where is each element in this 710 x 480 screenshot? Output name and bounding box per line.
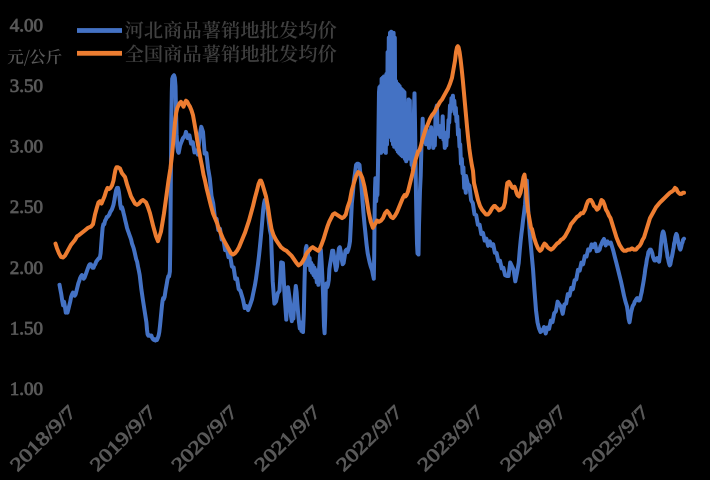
svg-text:4.00: 4.00 xyxy=(10,16,43,37)
svg-text:1.50: 1.50 xyxy=(10,318,43,339)
svg-text:2.50: 2.50 xyxy=(10,197,43,218)
svg-text:3.50: 3.50 xyxy=(10,76,43,97)
svg-text:3.00: 3.00 xyxy=(10,137,43,158)
svg-text:2.00: 2.00 xyxy=(10,258,43,279)
svg-text:1.00: 1.00 xyxy=(10,379,43,400)
